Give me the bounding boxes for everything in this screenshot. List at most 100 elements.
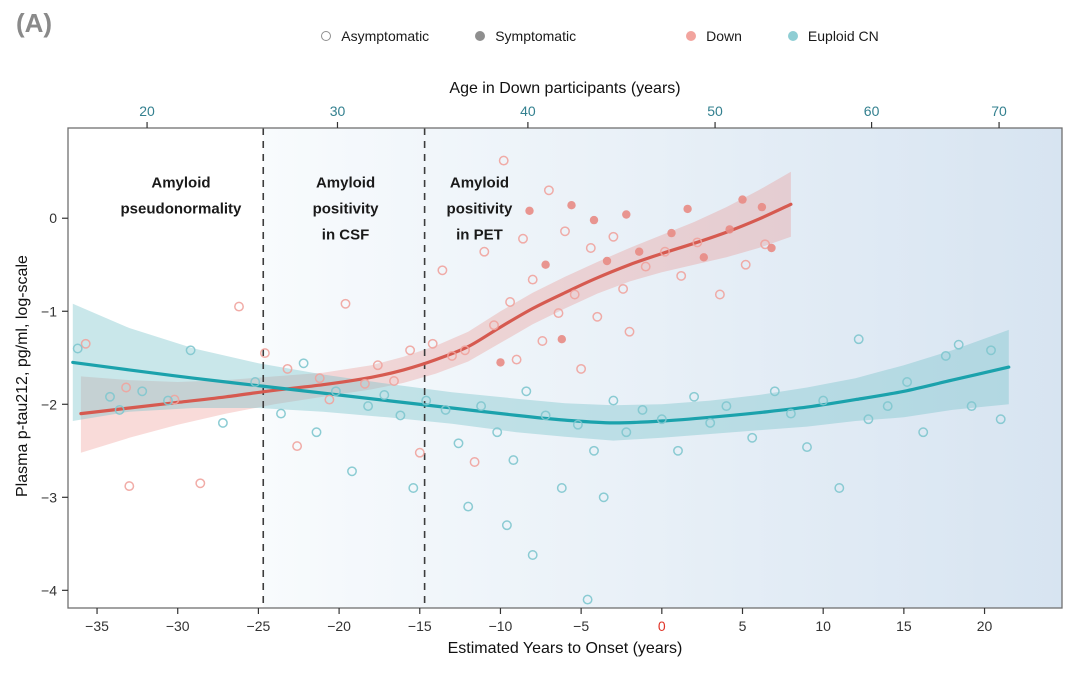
x-tick-label: 20 [977, 618, 993, 634]
euploid-cn-fit-confidence-band [72, 303, 1009, 441]
x-tick-label: 0 [658, 618, 666, 634]
down-marker-icon [686, 31, 697, 41]
data-point [747, 432, 758, 443]
data-point [440, 404, 451, 415]
x-tick-label: 5 [739, 618, 747, 634]
plot-area [71, 128, 1011, 608]
data-point [324, 394, 335, 405]
x-axis-bottom: −35 −30 −25 −20 −15 −10 −5 0 5 10 15 20 [85, 608, 993, 634]
x-tick-label: −5 [573, 618, 589, 634]
data-point [608, 395, 619, 406]
data-point [635, 247, 644, 256]
data-point [498, 155, 509, 166]
data-point [818, 395, 829, 406]
data-point [347, 466, 357, 477]
data-point [463, 501, 474, 512]
legend-item-asymptomatic: Asymptomatic [321, 28, 429, 44]
y-tick-label: −2 [41, 396, 57, 412]
data-point [276, 408, 286, 419]
x-axis-top-age: 20 30 40 50 60 70 [139, 103, 1007, 128]
data-point [124, 481, 135, 492]
age-tick-label: 40 [520, 103, 536, 119]
data-point [359, 378, 370, 389]
data-point [592, 311, 603, 322]
data-point [576, 363, 587, 374]
euploid-cn-fit-line [71, 360, 1011, 425]
data-point [541, 260, 550, 269]
data-point [250, 377, 261, 387]
data-point [421, 395, 432, 406]
data-point [501, 520, 512, 531]
data-point [217, 417, 228, 428]
legend-symptom-group: Asymptomatic Symptomatic [321, 28, 576, 44]
data-point [414, 447, 425, 458]
data-point [738, 195, 747, 204]
data-point [995, 414, 1006, 425]
data-point [511, 354, 522, 365]
data-point [408, 483, 419, 493]
age-tick-label: 60 [864, 103, 880, 119]
data-point [572, 419, 583, 430]
data-point [785, 408, 796, 419]
down-fit-line [79, 202, 793, 416]
data-point [918, 427, 929, 438]
data-point [372, 360, 383, 371]
legend: Asymptomatic Symptomatic Down Euploid CN [120, 28, 1080, 44]
legend-item-down: Down [686, 28, 742, 44]
data-point [543, 185, 554, 196]
data-point [330, 386, 341, 397]
x-tick-label: 10 [815, 618, 831, 634]
data-point [72, 343, 83, 354]
data-point [863, 414, 874, 425]
data-point [598, 492, 609, 503]
x-axis-title: Estimated Years to Onset (years) [447, 640, 683, 657]
x-tick-label: 15 [896, 618, 912, 634]
data-point [637, 404, 648, 415]
y-axis-title: Plasma p-tau212, pg/ml, log-scale [14, 255, 31, 497]
down-asymptomatic-points [80, 155, 771, 492]
data-point [121, 382, 132, 393]
data-point [292, 441, 303, 452]
data-point [940, 350, 951, 361]
symptomatic-marker-icon [475, 31, 486, 41]
data-point [540, 410, 551, 421]
data-point [699, 253, 708, 262]
data-point [259, 348, 270, 359]
x-tick-label: −15 [408, 618, 432, 634]
data-point [760, 239, 771, 250]
y-tick-label: −4 [41, 582, 57, 598]
data-point [518, 233, 528, 244]
legend-label: Down [706, 28, 742, 44]
data-point [453, 438, 464, 449]
data-point [673, 445, 683, 456]
data-point [882, 401, 893, 412]
age-tick-label: 20 [139, 103, 155, 119]
data-point [137, 386, 148, 397]
data-point [80, 338, 91, 349]
data-point [714, 289, 725, 300]
legend-label: Asymptomatic [341, 28, 430, 44]
down-fit-confidence-band [80, 171, 791, 453]
x-tick-label: −10 [489, 618, 513, 634]
data-point [556, 483, 567, 493]
x-tick-label: −25 [247, 618, 271, 634]
y-axis-left: 0 −1 −2 −3 −4 [41, 210, 68, 598]
data-point [740, 259, 751, 270]
data-point [379, 390, 390, 400]
data-point [624, 326, 635, 337]
data-point [589, 215, 599, 225]
data-point [640, 261, 651, 272]
data-point [966, 401, 977, 412]
data-point [169, 394, 180, 405]
data-point [496, 358, 505, 367]
amyloid-shading-region [263, 128, 1062, 608]
age-tick-label: 70 [991, 103, 1007, 119]
data-point [656, 414, 667, 425]
data-point [602, 256, 612, 266]
data-point [492, 427, 503, 438]
data-point [476, 401, 487, 412]
data-point [282, 363, 293, 374]
top-axis-title: Age in Down participants (years) [449, 80, 681, 97]
